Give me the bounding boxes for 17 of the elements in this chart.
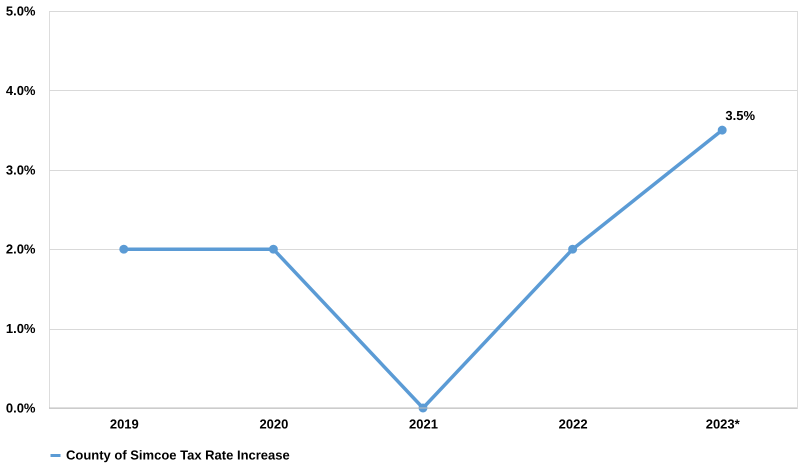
y-tick-label: 2.0%	[6, 242, 36, 257]
y-tick-label: 1.0%	[6, 321, 36, 336]
point	[119, 244, 128, 254]
y-tick-label: 0.0%	[6, 400, 36, 416]
data-label: 3.5%	[725, 108, 756, 124]
point	[268, 244, 278, 254]
x-tick-label: 2019	[110, 416, 139, 432]
y-tick-label: 5.0%	[6, 4, 36, 18]
legend-label: County of Simcoe Tax Rate Increase	[66, 448, 290, 462]
point	[718, 126, 727, 135]
y-tick-label: 3.0%	[6, 162, 36, 178]
x-tick-label: 2021	[409, 416, 438, 432]
x-tick-label: 2020	[259, 416, 288, 432]
y-tick-label: 4.0%	[6, 82, 36, 98]
point	[568, 244, 578, 254]
x-tick-label: 2022	[558, 416, 588, 432]
x-tick-label: 2023*	[706, 416, 741, 432]
